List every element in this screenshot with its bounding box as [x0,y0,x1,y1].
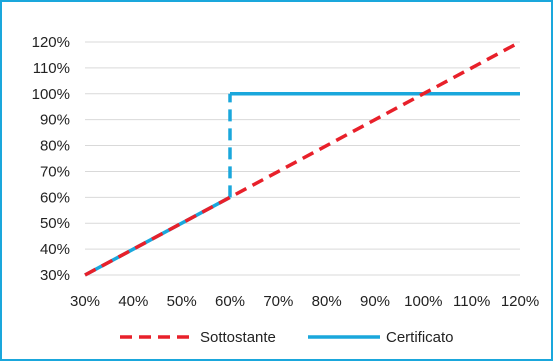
x-tick-label: 120% [501,293,539,310]
y-tick-label: 50% [40,215,70,232]
x-tick-label: 60% [215,293,245,310]
x-tick-label: 30% [70,293,100,310]
y-tick-labels: 30% 40% 50% 60% 70% 80% 90% 100% 110% 120% [32,34,70,284]
y-tick-label: 80% [40,138,70,155]
legend-label-certificato: Certificato [386,329,454,346]
x-tick-label: 100% [404,293,442,310]
legend: Sottostante Certificato [120,329,454,346]
x-tick-label: 40% [118,293,148,310]
y-tick-label: 90% [40,112,70,129]
y-tick-label: 40% [40,241,70,258]
y-tick-label: 30% [40,267,70,284]
x-tick-label: 90% [360,293,390,310]
x-tick-label: 70% [263,293,293,310]
y-tick-label: 60% [40,189,70,206]
y-tick-label: 110% [33,60,70,77]
legend-label-sottostante: Sottostante [200,329,276,346]
grid-layer [85,41,520,276]
series-layer [84,40,521,277]
x-tick-label: 110% [453,293,490,310]
series-sottostante-line [84,40,521,277]
y-tick-label: 120% [32,34,70,51]
x-tick-label: 50% [167,293,197,310]
x-tick-label: 80% [312,293,342,310]
x-tick-labels: 30% 40% 50% 60% 70% 80% 90% 100% 110% 120% [70,293,539,310]
y-tick-label: 100% [32,86,70,103]
y-tick-label: 70% [40,163,70,180]
